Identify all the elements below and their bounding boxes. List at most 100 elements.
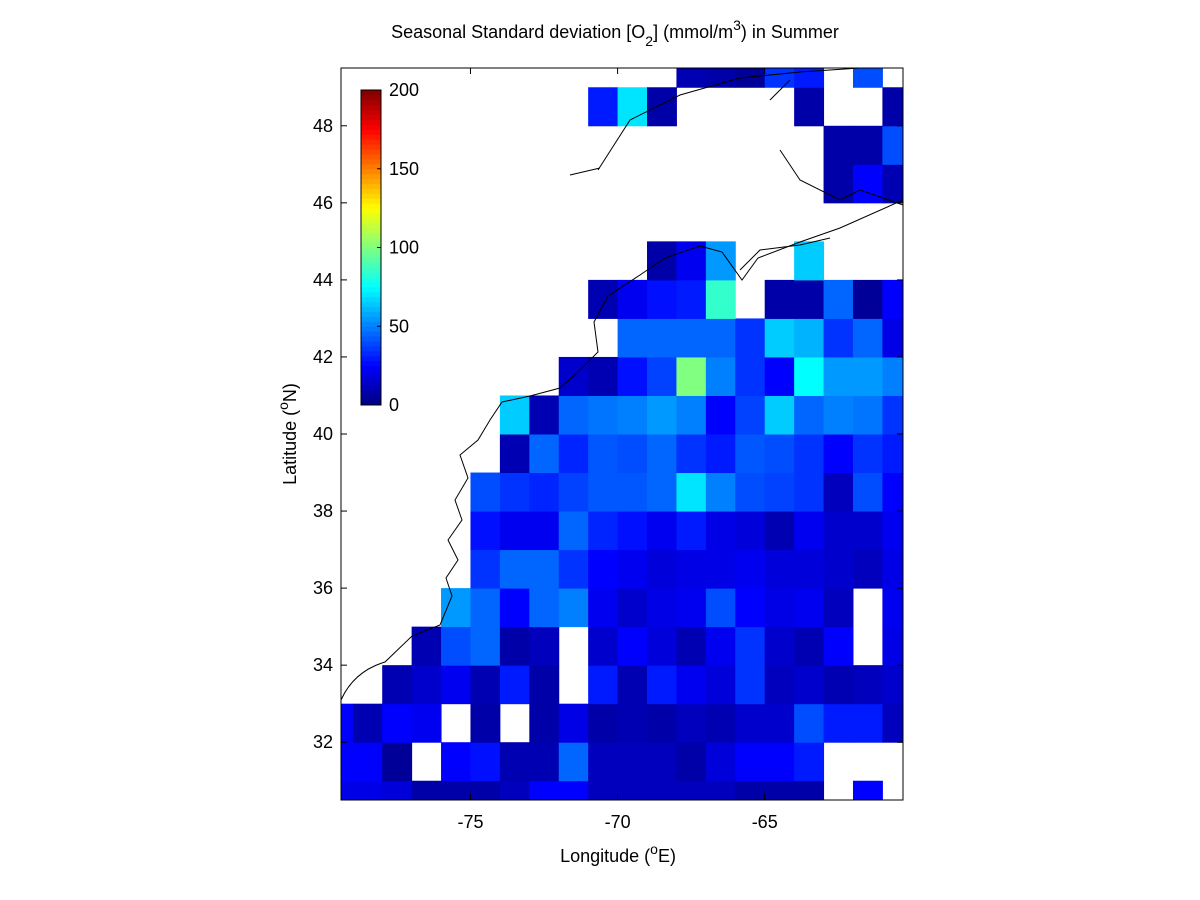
heatmap-cell — [705, 549, 736, 589]
heatmap-cell — [647, 241, 677, 281]
heatmap-cell — [588, 434, 619, 474]
x-tick-label: -70 — [605, 812, 631, 832]
colorbar-swatch — [361, 198, 381, 204]
heatmap-cell — [441, 588, 471, 628]
heatmap-cell — [882, 588, 903, 628]
heatmap-cell — [647, 665, 677, 705]
heatmap-cell — [676, 665, 707, 705]
colorbar-swatch — [361, 311, 381, 317]
heatmap-cell — [764, 549, 795, 589]
heatmap-cell — [647, 549, 677, 589]
heatmap-cell — [411, 780, 442, 800]
colorbar-swatch — [361, 252, 381, 258]
colorbar-swatch — [361, 375, 381, 381]
heatmap-cell — [647, 780, 677, 800]
heatmap-cell — [764, 318, 795, 358]
label-part: ) in Summer — [741, 22, 839, 42]
colorbar-swatch — [361, 370, 381, 376]
heatmap-cell — [882, 87, 903, 127]
colorbar-swatch — [361, 257, 381, 263]
heatmap-cell — [705, 318, 736, 358]
heatmap-cell — [882, 395, 903, 435]
colorbar-swatch — [361, 237, 381, 244]
heatmap-cell — [529, 742, 560, 782]
colorbar-swatch — [361, 168, 381, 175]
colorbar-swatch — [361, 350, 381, 357]
heatmap-cell — [852, 434, 883, 474]
colorbar-swatch — [361, 217, 381, 224]
colorbar-swatch — [361, 291, 381, 298]
heatmap-cell — [617, 356, 648, 396]
colorbar-swatch — [361, 326, 381, 332]
heatmap-cell — [852, 703, 883, 743]
heatmap-cell — [499, 780, 530, 800]
heatmap-cell — [764, 279, 795, 319]
heatmap-cell — [764, 703, 795, 743]
heatmap-cell — [341, 703, 354, 743]
heatmap-cell — [470, 472, 501, 512]
heatmap-cell — [411, 665, 442, 705]
colorbar: 0 50 100 150 200 — [360, 80, 419, 415]
heatmap-cell — [499, 395, 530, 435]
heatmap-cell — [735, 588, 766, 628]
heatmap-cell — [852, 68, 883, 88]
heatmap-cell — [470, 665, 501, 705]
heatmap-cell — [352, 780, 383, 800]
heatmap-cell — [647, 279, 677, 319]
heatmap-cell — [705, 241, 736, 281]
heatmap-cell — [558, 395, 589, 435]
heatmap-cell — [705, 356, 736, 396]
heatmap-cell — [441, 626, 471, 666]
heatmap-cell — [470, 588, 501, 628]
heatmap-cell — [823, 164, 854, 204]
colorbar-swatch — [361, 104, 381, 111]
colorbar-tick-label: 200 — [389, 80, 419, 100]
chart-title: Seasonal Standard deviation [O2] (mmol/m… — [391, 17, 839, 49]
heatmap-cell — [852, 279, 883, 319]
heatmap-cell — [852, 395, 883, 435]
colorbar-swatch — [361, 232, 381, 239]
heatmap-cell — [882, 511, 903, 551]
label-part: ] (mmol/m — [653, 22, 733, 42]
y-axis-label: Latitude (oN) — [275, 383, 300, 485]
colorbar-swatch — [361, 129, 381, 135]
heatmap-cell — [411, 626, 442, 666]
heatmap-cell — [794, 241, 825, 281]
heatmap-cell — [705, 588, 736, 628]
heatmap-cell — [647, 318, 677, 358]
heatmap-cell — [705, 68, 736, 88]
heatmap-cell — [558, 588, 589, 628]
heatmap-cell — [676, 703, 707, 743]
colorbar-swatch — [361, 203, 381, 209]
colorbar-swatch — [361, 395, 381, 401]
colorbar-tick-label: 50 — [389, 316, 409, 336]
colorbar-swatch — [361, 380, 381, 386]
x-tick-label: -65 — [752, 812, 778, 832]
heatmap-cell — [588, 780, 619, 800]
y-tick-label: 36 — [313, 578, 333, 598]
heatmap-cell — [823, 395, 854, 435]
heatmap-cell — [764, 356, 795, 396]
colorbar-swatch — [361, 316, 381, 322]
y-tick-label: 44 — [313, 270, 333, 290]
heatmap-cell — [852, 164, 883, 204]
heatmap-cell — [823, 511, 854, 551]
colorbar-swatch — [361, 173, 381, 180]
heatmap-cell — [794, 588, 825, 628]
heatmap-cell — [794, 318, 825, 358]
heatmap-cell — [470, 626, 501, 666]
label-part: Seasonal Standard deviation [O — [391, 22, 645, 42]
heatmap-cell — [499, 626, 530, 666]
y-tick-label: 46 — [313, 193, 333, 213]
heatmap-cell — [617, 87, 648, 127]
heatmap-cell — [676, 356, 707, 396]
label-part: Longitude ( — [560, 846, 650, 866]
heatmap-cell — [676, 279, 707, 319]
heatmap-cell — [617, 742, 648, 782]
heatmap-cell — [852, 665, 883, 705]
coast-line — [341, 199, 903, 701]
heatmap-cell — [676, 318, 707, 358]
heatmap-cell — [529, 395, 560, 435]
heatmap-cell — [588, 395, 619, 435]
heatmap-cell — [764, 626, 795, 666]
